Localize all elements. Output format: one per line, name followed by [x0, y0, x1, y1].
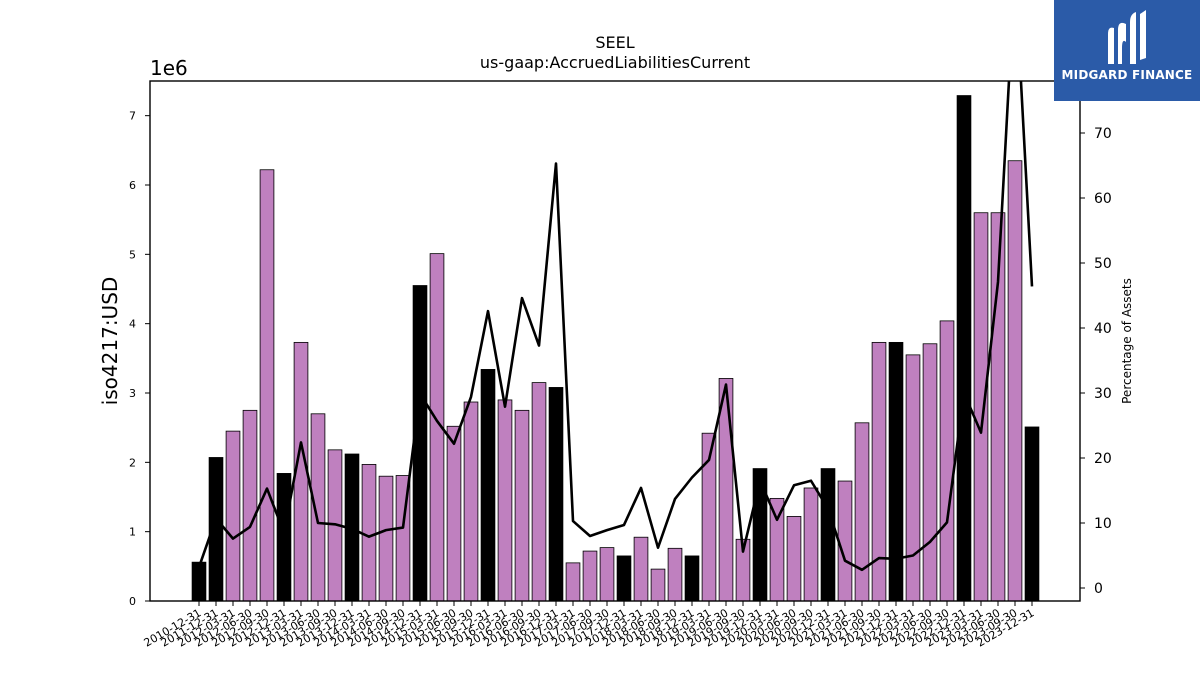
bar [769, 497, 785, 601]
y-tick-label: 0 [129, 595, 136, 608]
midgard-finance-logo: MIDGARD FINANCE [1054, 0, 1200, 101]
plot-frame [149, 80, 1081, 602]
y-offset-text: 1e6 [150, 56, 188, 80]
bar [871, 341, 887, 601]
bar [599, 547, 615, 601]
logo-mark-icon [1108, 10, 1146, 65]
bar [837, 480, 853, 601]
bar [854, 422, 870, 601]
y2-tick-label: 30 [1094, 386, 1112, 402]
y-tick-label: 3 [129, 387, 136, 400]
y-tick-label: 5 [129, 248, 136, 261]
bar [633, 536, 649, 601]
bar [582, 550, 598, 601]
y-tick-label: 1 [129, 526, 136, 539]
y2-tick-label: 40 [1094, 321, 1112, 337]
bar [922, 343, 938, 601]
bar [803, 487, 819, 601]
y-tick-label: 2 [129, 456, 136, 469]
logo-text: MIDGARD FINANCE [1061, 68, 1193, 82]
bar [361, 464, 377, 601]
y2-tick-label: 0 [1094, 581, 1103, 597]
bar [565, 562, 581, 601]
bar [905, 354, 921, 601]
y2-axis-label: Percentage of Assets [1120, 278, 1134, 404]
bar [412, 285, 428, 601]
bar [225, 430, 241, 601]
y2-tick-label: 50 [1094, 256, 1112, 272]
axes: 012345670102030405060702010-12-312011-12… [129, 80, 1112, 650]
bar [242, 409, 258, 601]
y-tick-label: 4 [129, 318, 136, 331]
bar [973, 212, 989, 601]
bar [888, 341, 904, 601]
bar [497, 399, 513, 601]
y-tick-label: 7 [129, 110, 136, 123]
bar [820, 468, 836, 601]
percentage-line [197, 81, 1034, 572]
y2-tick-label: 20 [1094, 451, 1112, 467]
bar [684, 555, 700, 601]
bar-series [191, 95, 1040, 601]
line-series [197, 81, 1034, 572]
bar [310, 413, 326, 601]
bar [208, 457, 224, 601]
chart-title: SEEL [595, 33, 634, 52]
bar [480, 369, 496, 601]
y2-tick-label: 70 [1094, 126, 1112, 142]
bar [718, 378, 734, 601]
bar [956, 95, 972, 601]
bar [259, 169, 275, 601]
bar [650, 568, 666, 601]
bar [667, 547, 683, 601]
bar [463, 401, 479, 601]
bar [191, 561, 207, 601]
bar [1024, 426, 1040, 601]
bar [616, 555, 632, 601]
bar [276, 473, 292, 601]
bar [446, 425, 462, 601]
bar [786, 516, 802, 601]
bar [378, 475, 394, 601]
chart-subtitle: us-gaap:AccruedLiabilitiesCurrent [480, 53, 750, 72]
bar [939, 320, 955, 601]
y2-tick-label: 10 [1094, 516, 1112, 532]
bar [514, 409, 530, 601]
bar [1007, 160, 1023, 601]
y-tick-label: 6 [129, 179, 136, 192]
bar [531, 382, 547, 601]
y2-tick-label: 60 [1094, 191, 1112, 207]
bar [752, 468, 768, 601]
bar [548, 387, 564, 601]
y-axis-label: iso4217:USD [98, 277, 122, 406]
